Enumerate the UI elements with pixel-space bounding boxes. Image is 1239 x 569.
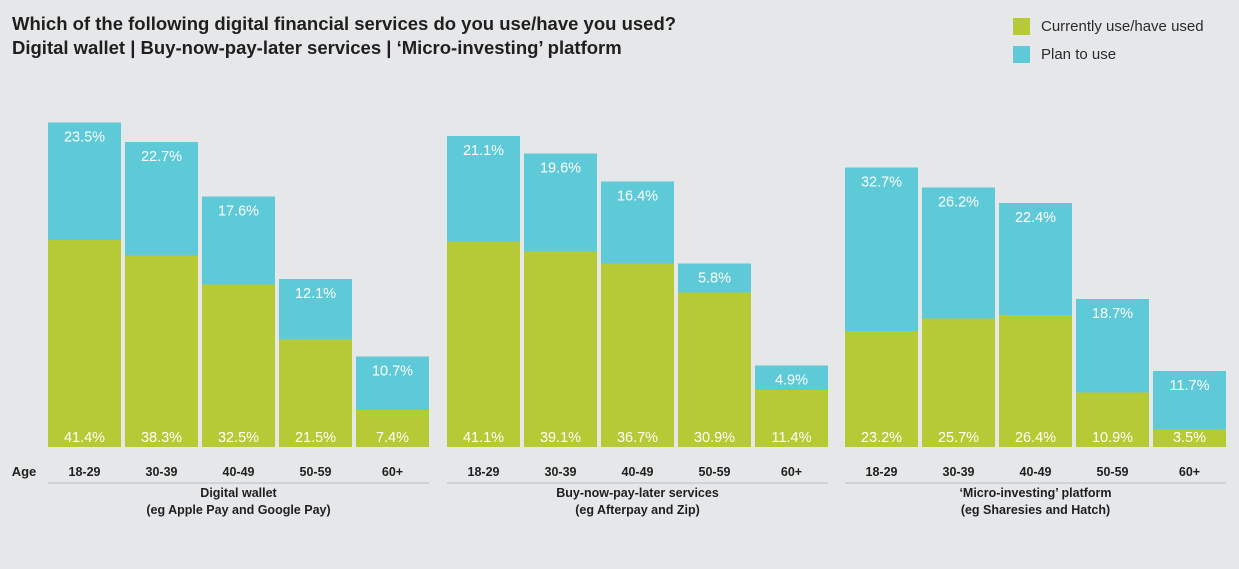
data-label-current: 25.7% — [938, 430, 979, 446]
bar-current — [999, 315, 1072, 447]
tick-label: 18-29 — [69, 465, 101, 479]
data-label-current: 10.9% — [1092, 430, 1133, 446]
data-label-plan: 17.6% — [218, 204, 259, 220]
group-label: Digital wallet — [200, 486, 277, 500]
bar-plan — [279, 279, 352, 340]
x-axis-label: Age — [12, 464, 37, 479]
bar-current — [1153, 429, 1226, 447]
legend-item-plan: Plan to use — [1013, 44, 1204, 64]
bar-current — [678, 292, 751, 447]
data-label-plan: 22.7% — [141, 149, 182, 165]
bar-plan — [202, 196, 275, 285]
bar-current — [524, 251, 597, 447]
bar-plan — [601, 181, 674, 264]
data-label-plan: 4.9% — [775, 373, 808, 389]
data-label-current: 36.7% — [617, 430, 658, 446]
bar-plan — [1076, 299, 1149, 393]
bar-current — [601, 263, 674, 447]
legend-label-current: Currently use/have used — [1041, 17, 1204, 35]
chart-title-line2: Digital wallet | Buy-now-pay-later servi… — [12, 37, 622, 58]
tick-label: 30-39 — [146, 465, 178, 479]
tick-label: 18-29 — [866, 465, 898, 479]
tick-label: 60+ — [1179, 465, 1200, 479]
data-label-current: 30.9% — [694, 430, 735, 446]
bar-plan — [845, 167, 918, 331]
group-sublabel: (eg Afterpay and Zip) — [575, 503, 700, 517]
tick-label: 50-59 — [1097, 465, 1129, 479]
bar-plan — [48, 122, 121, 240]
bar-plan — [125, 142, 198, 256]
bar-current — [922, 318, 995, 447]
tick-label: 50-59 — [300, 465, 332, 479]
tick-label: 40-49 — [1020, 465, 1052, 479]
bar-plan — [524, 153, 597, 252]
data-label-current: 23.2% — [861, 430, 902, 446]
bar-plan — [999, 203, 1072, 315]
bar-plan — [755, 365, 828, 390]
data-label-plan: 26.2% — [938, 195, 979, 211]
data-label-current: 39.1% — [540, 430, 581, 446]
data-label-plan: 32.7% — [861, 175, 902, 191]
data-label-plan: 5.8% — [698, 271, 731, 287]
data-label-current: 41.4% — [64, 430, 105, 446]
bar-plan — [1153, 371, 1226, 430]
group-label: Buy-now-pay-later services — [556, 486, 719, 500]
bar-current — [447, 241, 520, 447]
tick-label: 30-39 — [545, 465, 577, 479]
tick-label: 60+ — [382, 465, 403, 479]
bar-current — [755, 390, 828, 447]
bar-current — [1076, 392, 1149, 447]
data-label-plan: 16.4% — [617, 189, 658, 205]
data-label-current: 38.3% — [141, 430, 182, 446]
data-label-plan: 19.6% — [540, 161, 581, 177]
data-label-current: 3.5% — [1173, 430, 1206, 446]
data-label-current: 7.4% — [376, 430, 409, 446]
data-label-plan: 21.1% — [463, 143, 504, 159]
legend-label-plan: Plan to use — [1041, 45, 1117, 63]
data-label-current: 11.4% — [771, 430, 811, 446]
tick-label: 50-59 — [699, 465, 731, 479]
data-label-current: 32.5% — [218, 430, 259, 446]
group-label: ‘Micro-investing’ platform — [959, 486, 1111, 500]
bar-current — [279, 339, 352, 447]
bar-current — [202, 284, 275, 447]
tick-label: 60+ — [781, 465, 802, 479]
data-label-plan: 11.7% — [1169, 378, 1209, 394]
legend-swatch-current — [1013, 17, 1030, 35]
bar-plan — [922, 187, 995, 319]
bar-current — [48, 240, 121, 447]
data-label-current: 21.5% — [295, 430, 336, 446]
bar-current — [845, 331, 918, 447]
data-label-plan: 23.5% — [64, 130, 105, 146]
data-label-plan: 12.1% — [295, 286, 336, 302]
data-label-current: 26.4% — [1015, 430, 1056, 446]
bar-current — [356, 410, 429, 447]
bar-current — [125, 255, 198, 447]
legend-swatch-plan — [1013, 45, 1030, 63]
data-label-plan: 22.4% — [1015, 210, 1056, 226]
tick-label: 30-39 — [943, 465, 975, 479]
data-label-plan: 10.7% — [372, 364, 413, 380]
group-sublabel: (eg Apple Pay and Google Pay) — [146, 503, 330, 517]
data-label-current: 41.1% — [463, 430, 504, 446]
group-sublabel: (eg Sharesies and Hatch) — [961, 503, 1110, 517]
tick-label: 40-49 — [622, 465, 654, 479]
chart-title-line1: Which of the following digital financial… — [12, 13, 677, 34]
bar-plan — [356, 356, 429, 410]
tick-label: 18-29 — [468, 465, 500, 479]
data-label-plan: 18.7% — [1092, 306, 1133, 322]
bar-plan — [678, 263, 751, 293]
bar-plan — [447, 136, 520, 242]
legend: Currently use/have used Plan to use — [1013, 16, 1204, 72]
tick-label: 40-49 — [223, 465, 255, 479]
legend-item-current: Currently use/have used — [1013, 16, 1204, 36]
chart-title: Which of the following digital financial… — [12, 12, 676, 60]
